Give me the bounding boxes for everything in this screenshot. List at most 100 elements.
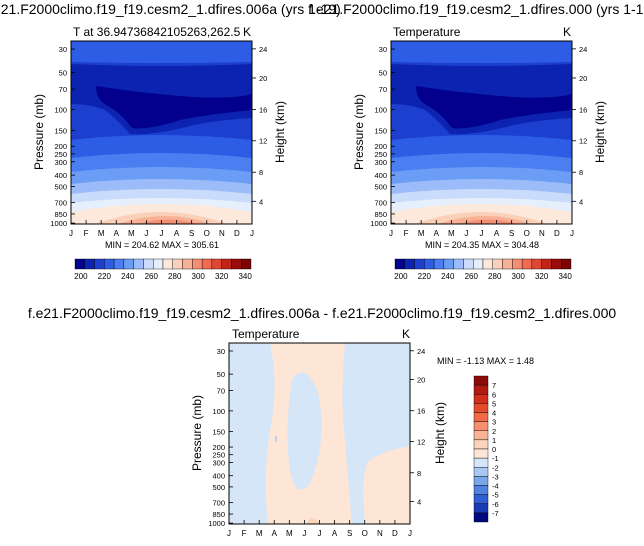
colorbar-swatch: [473, 258, 484, 270]
colorbar-swatch: [473, 384, 489, 395]
pressure-tick-label: 400: [374, 171, 387, 180]
colorbar-swatch: [433, 258, 445, 270]
colorbar-label: 340: [558, 272, 572, 281]
colorbar-swatch: [473, 467, 489, 477]
x-tick-label: J: [318, 529, 322, 538]
pressure-tick-label: 100: [54, 106, 67, 115]
colorbar-swatch: [182, 258, 193, 270]
band-layer: [458, 219, 518, 224]
colorbar-swatch: [113, 258, 125, 270]
colorbar-swatch: [531, 258, 542, 270]
x-tick-label: F: [242, 529, 247, 538]
pressure-tick-label: 250: [374, 150, 387, 159]
pressure-tick-label: 30: [59, 45, 67, 54]
height-tick-label: 8: [259, 168, 263, 177]
pressure-tick-label: 500: [212, 483, 225, 492]
x-tick-label: A: [434, 229, 440, 238]
band-layer: [342, 343, 410, 524]
pressure-tick-label: 1000: [370, 219, 387, 228]
panel-a-units: K: [243, 25, 251, 39]
colorbar-label: 300: [192, 272, 206, 281]
height-tick-label: 24: [579, 45, 587, 54]
height-tick-label: 20: [259, 74, 267, 83]
pressure-tick-label: 150: [54, 126, 67, 135]
colorbar-label: 7: [492, 381, 496, 390]
colorbar-swatch: [473, 439, 489, 450]
height-tick-label: 16: [417, 407, 425, 416]
colorbar-label: -3: [492, 472, 499, 481]
height-tick-label: 20: [417, 376, 425, 385]
panel-b-ylabel-right: Height (km): [593, 101, 607, 163]
x-tick-label: M: [256, 529, 263, 538]
band-layer: [391, 41, 572, 63]
x-tick-label: D: [392, 529, 398, 538]
x-tick-label: A: [114, 229, 120, 238]
colorbar-label: -7: [492, 509, 499, 518]
panel-a-ylabel: Pressure (mb): [32, 94, 46, 170]
colorbar-swatch: [521, 258, 533, 270]
pressure-tick-label: 50: [217, 370, 225, 379]
colorbar-label: 200: [74, 272, 88, 281]
colorbar-swatch: [143, 258, 154, 270]
panel-a-ylabel-right: Height (km): [273, 101, 287, 163]
colorbar-label: 4: [492, 409, 496, 418]
pressure-tick-label: 250: [54, 150, 67, 159]
pressure-tick-label: 400: [212, 472, 225, 481]
pressure-tick-label: 250: [212, 451, 225, 460]
colorbar-label: 220: [418, 272, 432, 281]
colorbar-swatch: [94, 258, 105, 270]
colorbar-swatch: [473, 394, 489, 404]
colorbar-swatch: [551, 258, 562, 270]
x-tick-label: M: [418, 229, 425, 238]
pressure-tick-label: 70: [59, 85, 67, 94]
pressure-tick-label: 50: [59, 68, 67, 77]
colorbar-label: 280: [168, 272, 182, 281]
panel-a-title: f.e21.F2000climo.f19_f19.cesm2_1.dfires.…: [0, 1, 341, 17]
colorbar-swatch: [414, 258, 425, 270]
height-tick-label: 8: [579, 168, 583, 177]
panel-b-ylabel: Pressure (mb): [352, 94, 366, 170]
panel-a-contour-field: [71, 41, 252, 224]
pressure-tick-label: 700: [54, 198, 67, 207]
colorbar-swatch: [482, 258, 493, 270]
colorbar-swatch: [443, 258, 454, 270]
pressure-tick-label: 1000: [50, 219, 67, 228]
panel-b-subtitle: Temperature: [393, 25, 461, 39]
band-layer: [96, 86, 252, 129]
x-tick-label: J: [227, 529, 231, 538]
pressure-tick-label: 500: [54, 182, 67, 191]
colorbar-label: 3: [492, 418, 496, 427]
x-tick-label: N: [539, 229, 545, 238]
x-tick-label: F: [404, 229, 409, 238]
colorbar-label: 0: [492, 445, 496, 454]
colorbar-swatch: [512, 258, 523, 270]
pressure-tick-label: 850: [374, 210, 387, 219]
colorbar-swatch: [473, 457, 489, 468]
panel-c-ylabel-right: Height (km): [433, 402, 447, 464]
colorbar-label: -6: [492, 500, 499, 509]
colorbar-swatch: [473, 412, 489, 422]
colorbar-swatch: [541, 258, 552, 270]
x-tick-label: J: [250, 229, 254, 238]
colorbar-swatch: [473, 421, 489, 431]
colorbar-swatch: [492, 258, 503, 270]
pressure-tick-label: 200: [54, 142, 67, 151]
colorbar-swatch: [473, 430, 489, 441]
band-layer: [287, 372, 322, 490]
pressure-tick-label: 200: [212, 443, 225, 452]
x-tick-label: M: [448, 229, 455, 238]
colorbar-swatch: [84, 258, 95, 270]
height-tick-label: 16: [259, 105, 267, 114]
x-tick-label: F: [84, 229, 89, 238]
x-tick-label: J: [144, 229, 148, 238]
colorbar-label: 240: [121, 272, 135, 281]
colorbar-label: 2: [492, 427, 496, 436]
panel-b-colorbar: 200 220 240 260 280 300 320 340: [394, 258, 572, 281]
pressure-tick-label: 700: [374, 198, 387, 207]
colorbar-swatch: [221, 258, 232, 270]
colorbar-swatch: [394, 258, 405, 270]
colorbar-swatch: [453, 258, 464, 270]
x-tick-label: N: [219, 229, 225, 238]
